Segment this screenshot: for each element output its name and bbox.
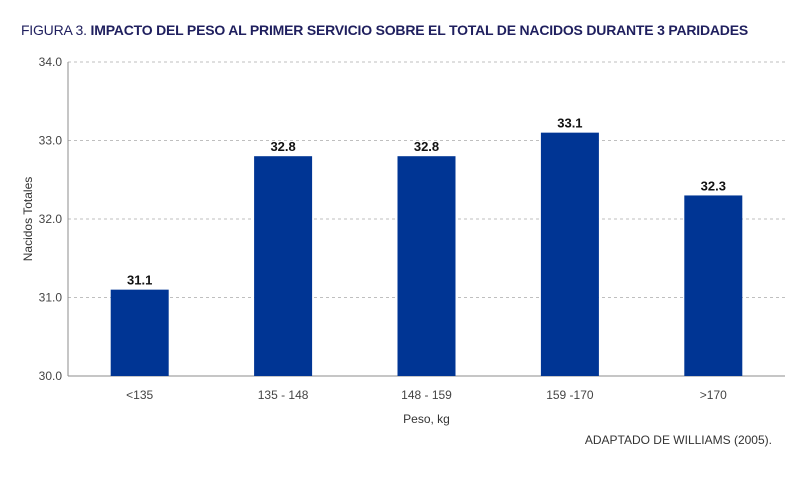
y-tick-label: 33.0 bbox=[39, 134, 63, 148]
bar bbox=[110, 289, 169, 376]
x-tick-label: 159 -170 bbox=[546, 388, 594, 402]
bar bbox=[254, 156, 313, 376]
figure-number: FIGURA 3. bbox=[20, 22, 87, 38]
y-tick-label: 30.0 bbox=[39, 369, 63, 383]
data-label: 31.1 bbox=[127, 273, 152, 288]
x-tick-label: 135 - 148 bbox=[258, 388, 309, 402]
bar bbox=[684, 195, 743, 376]
bar bbox=[397, 156, 456, 376]
y-tick-label: 34.0 bbox=[39, 55, 63, 69]
data-label: 32.8 bbox=[270, 139, 295, 154]
x-tick-label: 148 - 159 bbox=[401, 388, 452, 402]
chart-title: FIGURA 3. IMPACTO DEL PESO AL PRIMER SER… bbox=[0, 22, 748, 38]
y-axis-title: Nacidos Totales bbox=[21, 177, 35, 262]
data-label: 33.1 bbox=[557, 116, 582, 131]
figure-title: IMPACTO DEL PESO AL PRIMER SERVICIO SOBR… bbox=[90, 22, 749, 38]
y-tick-label: 31.0 bbox=[39, 291, 63, 305]
x-axis-title: Peso, kg bbox=[403, 412, 450, 426]
source-note: ADAPTADO DE WILLIAMS (2005). bbox=[584, 433, 772, 447]
x-tick-label: >170 bbox=[700, 388, 727, 402]
x-tick-label: <135 bbox=[126, 388, 153, 402]
data-label: 32.3 bbox=[701, 178, 726, 193]
bar bbox=[540, 132, 599, 376]
data-label: 32.8 bbox=[414, 139, 439, 154]
y-tick-label: 32.0 bbox=[39, 212, 63, 226]
